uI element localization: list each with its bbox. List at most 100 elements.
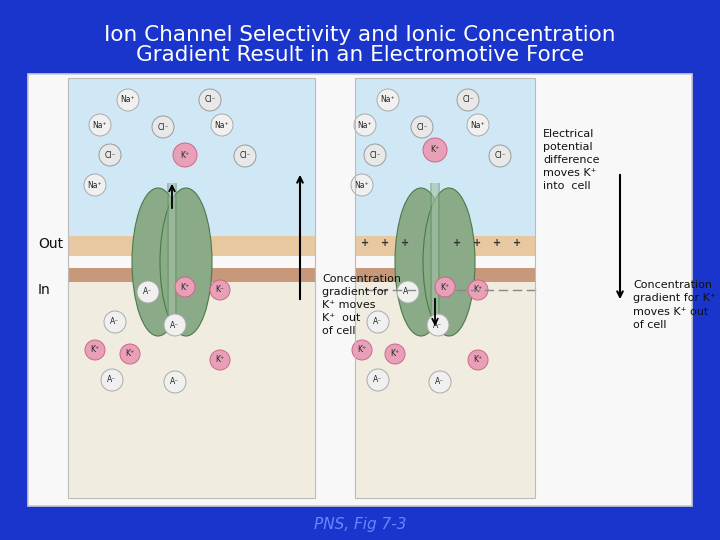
Text: Cl⁻: Cl⁻ bbox=[104, 151, 116, 159]
Circle shape bbox=[164, 314, 186, 336]
Text: A⁻: A⁻ bbox=[433, 321, 443, 329]
Text: K⁺: K⁺ bbox=[215, 355, 225, 364]
Text: Na⁺: Na⁺ bbox=[381, 96, 395, 105]
Text: Na⁺: Na⁺ bbox=[121, 96, 135, 105]
Circle shape bbox=[385, 344, 405, 364]
Text: Cl⁻: Cl⁻ bbox=[369, 151, 381, 159]
Text: Cl⁻: Cl⁻ bbox=[462, 96, 474, 105]
Circle shape bbox=[457, 89, 479, 111]
Circle shape bbox=[152, 116, 174, 138]
Bar bbox=[355, 78, 535, 498]
Ellipse shape bbox=[160, 188, 212, 336]
Bar bbox=[68, 276, 315, 498]
Circle shape bbox=[117, 89, 139, 111]
Bar bbox=[68, 268, 315, 282]
Text: +: + bbox=[381, 238, 389, 248]
Circle shape bbox=[199, 89, 221, 111]
Text: K⁺: K⁺ bbox=[431, 145, 440, 154]
Bar bbox=[167, 183, 177, 331]
Text: In: In bbox=[38, 283, 50, 297]
Text: +: + bbox=[361, 238, 369, 248]
Text: Cl⁻: Cl⁻ bbox=[204, 96, 216, 105]
Bar bbox=[430, 183, 440, 331]
Text: Gradient Result in an Electromotive Force: Gradient Result in an Electromotive Forc… bbox=[136, 45, 584, 65]
Circle shape bbox=[364, 144, 386, 166]
Text: Out: Out bbox=[38, 237, 63, 251]
Text: A⁻: A⁻ bbox=[143, 287, 153, 296]
Text: Concentration
gradient for
K⁺ moves
K⁺  out
of cell: Concentration gradient for K⁺ moves K⁺ o… bbox=[322, 274, 401, 336]
Bar bbox=[68, 78, 315, 248]
Circle shape bbox=[101, 369, 123, 391]
Text: Na⁺: Na⁺ bbox=[93, 120, 107, 130]
Text: Electrical
potential
difference
moves K⁺
into  cell: Electrical potential difference moves K⁺… bbox=[543, 129, 600, 191]
Bar bbox=[355, 276, 535, 498]
Circle shape bbox=[423, 138, 447, 162]
Circle shape bbox=[173, 143, 197, 167]
Circle shape bbox=[351, 174, 373, 196]
Text: K⁻: K⁻ bbox=[215, 286, 225, 294]
Text: A⁻: A⁻ bbox=[110, 318, 120, 327]
Text: A⁻: A⁻ bbox=[171, 321, 179, 329]
Circle shape bbox=[85, 340, 105, 360]
Text: K⁺: K⁺ bbox=[390, 349, 400, 359]
Bar bbox=[68, 78, 315, 498]
Circle shape bbox=[397, 281, 419, 303]
Text: K⁺: K⁺ bbox=[474, 355, 482, 364]
Ellipse shape bbox=[423, 188, 475, 336]
Text: K⁺: K⁺ bbox=[181, 151, 189, 159]
Text: Cl⁻: Cl⁻ bbox=[157, 123, 168, 132]
Text: K⁺: K⁺ bbox=[357, 346, 366, 354]
Bar bbox=[355, 78, 535, 248]
Text: K⁺: K⁺ bbox=[125, 349, 135, 359]
Circle shape bbox=[120, 344, 140, 364]
Circle shape bbox=[175, 277, 195, 297]
Circle shape bbox=[104, 311, 126, 333]
Circle shape bbox=[367, 311, 389, 333]
Text: +: + bbox=[493, 238, 501, 248]
Text: A⁻: A⁻ bbox=[107, 375, 117, 384]
Text: Cl⁻: Cl⁻ bbox=[494, 152, 505, 160]
Bar bbox=[432, 183, 438, 331]
Circle shape bbox=[429, 371, 451, 393]
Circle shape bbox=[377, 89, 399, 111]
Text: Cl⁻: Cl⁻ bbox=[416, 123, 428, 132]
Ellipse shape bbox=[395, 188, 447, 336]
Text: A⁻: A⁻ bbox=[436, 377, 445, 387]
Circle shape bbox=[89, 114, 111, 136]
Text: Na⁺: Na⁺ bbox=[215, 120, 229, 130]
Circle shape bbox=[411, 116, 433, 138]
Text: Na⁺: Na⁺ bbox=[358, 120, 372, 130]
Bar bbox=[169, 183, 175, 331]
Text: Na⁺: Na⁺ bbox=[355, 180, 369, 190]
Bar bbox=[355, 236, 535, 256]
Text: Na⁺: Na⁺ bbox=[471, 120, 485, 130]
Circle shape bbox=[211, 114, 233, 136]
Bar bbox=[355, 268, 535, 282]
Text: PNS, Fig 7-3: PNS, Fig 7-3 bbox=[314, 516, 406, 531]
Circle shape bbox=[467, 114, 489, 136]
Circle shape bbox=[137, 281, 159, 303]
Text: A⁻: A⁻ bbox=[374, 375, 382, 384]
Circle shape bbox=[234, 145, 256, 167]
Circle shape bbox=[84, 174, 106, 196]
Circle shape bbox=[352, 340, 372, 360]
Bar bbox=[68, 236, 315, 256]
Text: Cl⁻: Cl⁻ bbox=[239, 152, 251, 160]
Circle shape bbox=[354, 114, 376, 136]
Text: Ion Channel Selectivity and Ionic Concentration: Ion Channel Selectivity and Ionic Concen… bbox=[104, 25, 616, 45]
Circle shape bbox=[210, 350, 230, 370]
Circle shape bbox=[489, 145, 511, 167]
Text: A⁻: A⁻ bbox=[403, 287, 413, 296]
Ellipse shape bbox=[132, 188, 184, 336]
Text: Concentration
gradient for K⁺
moves K⁺ out
of cell: Concentration gradient for K⁺ moves K⁺ o… bbox=[633, 280, 716, 330]
Text: K⁺: K⁺ bbox=[474, 286, 482, 294]
Circle shape bbox=[468, 280, 488, 300]
Circle shape bbox=[367, 369, 389, 391]
Text: +: + bbox=[513, 238, 521, 248]
Text: +: + bbox=[401, 238, 409, 248]
Text: K⁺: K⁺ bbox=[441, 282, 449, 292]
Circle shape bbox=[435, 277, 455, 297]
Circle shape bbox=[164, 371, 186, 393]
Text: Na⁺: Na⁺ bbox=[88, 180, 102, 190]
Text: K⁺: K⁺ bbox=[181, 282, 189, 292]
